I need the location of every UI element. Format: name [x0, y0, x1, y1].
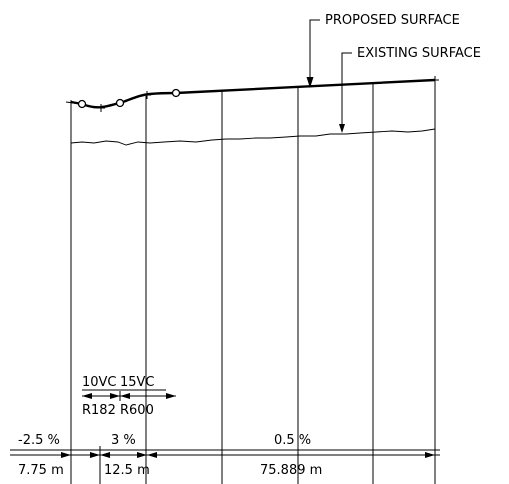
seg1-length-label: 7.75 m: [18, 463, 64, 478]
vc1-end-point: [115, 98, 125, 108]
vc2-end-point: [171, 88, 181, 98]
curve-points: [77, 88, 181, 109]
vc2-radius-label: R600: [120, 403, 154, 418]
proposed-surface-leader: PROPOSED SURFACE: [306, 13, 460, 88]
grade-3-label: 0.5 %: [274, 433, 311, 448]
station-lines: [70, 80, 436, 484]
vc2-left-arrow: [120, 393, 130, 399]
grade-2-label: 3 %: [111, 433, 136, 448]
vc1-length-label: 10VC: [82, 375, 117, 390]
vertical-curve-annotations: 10VC 15VC R182 R600: [82, 375, 176, 418]
vc1-right-arrow: [110, 393, 120, 399]
grade-1-label: -2.5 %: [18, 433, 60, 448]
vc1-start-point: [77, 99, 87, 109]
seg2-length-label: 12.5 m: [104, 463, 150, 478]
seg3-length-label: 75.889 m: [260, 463, 322, 478]
seg2-right-arrow: [137, 452, 147, 458]
vc1-left-arrow: [82, 393, 92, 399]
proposed-leader-arrowhead: [306, 77, 314, 88]
existing-surface-line: [70, 128, 436, 146]
existing-leader-arrowhead: [339, 124, 345, 133]
proposed-surface-label: PROPOSED SURFACE: [325, 13, 460, 28]
vc1-radius-label: R182: [82, 403, 116, 418]
vc2-right-arrow: [166, 393, 176, 399]
seg3-left-arrow: [147, 452, 157, 458]
existing-surface-leader: EXISTING SURFACE: [339, 46, 481, 133]
seg2-left-arrow: [100, 452, 110, 458]
length-dimension-row: 7.75 m 12.5 m 75.889 m: [10, 446, 440, 484]
seg1-right-arrow: [90, 452, 100, 458]
seg1-left-arrow: [61, 452, 71, 458]
existing-surface-label: EXISTING SURFACE: [357, 46, 481, 61]
seg3-right-arrow: [425, 452, 435, 458]
proposed-surface-line: [70, 78, 436, 109]
pvi-markers: [97, 76, 439, 112]
grade-row: -2.5 % 3 % 0.5 %: [10, 433, 440, 451]
vc2-length-label: 15VC: [120, 375, 155, 390]
